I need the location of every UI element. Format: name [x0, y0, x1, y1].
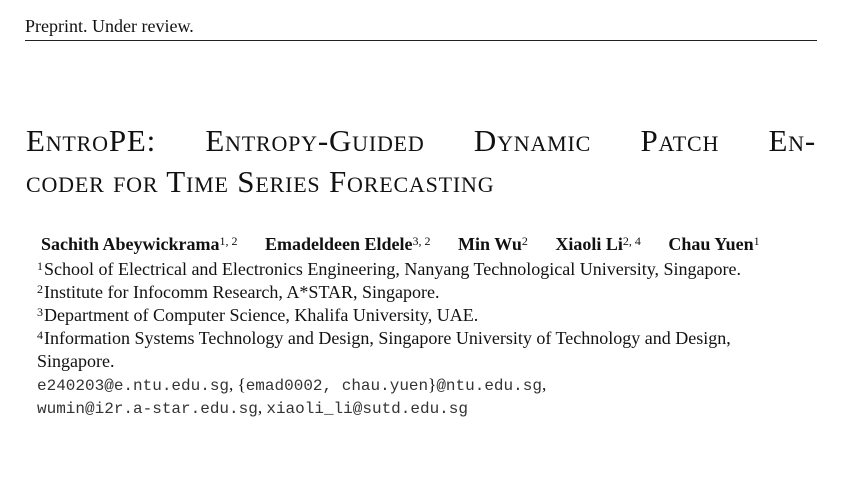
affiliation-number: 3 [37, 305, 43, 319]
affiliation: 3Department of Computer Science, Khalifa… [37, 304, 827, 327]
email-address[interactable]: xiaoli_li@sutd.edu.sg [266, 400, 468, 418]
author: Emadeldeen Eldele3, 2 [265, 233, 431, 255]
email-separator: , [541, 375, 547, 394]
author: Sachith Abeywickrama1, 2 [41, 233, 238, 255]
author-affiliation-mark: 2, 4 [622, 234, 641, 248]
email-address[interactable]: e240203@e.ntu.edu.sg [37, 377, 230, 395]
title-line-2: coder for Time Series Forecasting [26, 164, 495, 199]
affiliation: 4Information Systems Technology and Desi… [37, 327, 827, 350]
affiliation-text: Information Systems Technology and Desig… [44, 328, 731, 348]
email-line-2: wumin@i2r.a-star.edu.sg, xiaoli_li@sutd.… [37, 397, 827, 420]
author-name: Xiaoli Li [555, 234, 623, 254]
affiliation-number: 4 [37, 328, 43, 342]
title-line-1: EntroPE: Entropy-Guided Dynamic Patch En… [26, 123, 816, 158]
email-line-1: e240203@e.ntu.edu.sg, {emad0002, chau.yu… [37, 374, 827, 397]
author-affiliation-mark: 2 [521, 234, 528, 248]
author-list: Sachith Abeywickrama1, 2 Emadeldeen Elde… [41, 233, 831, 255]
affiliation-text: Institute for Infocomm Research, A*STAR,… [44, 282, 440, 302]
affiliation: 1School of Electrical and Electronics En… [37, 258, 827, 281]
affiliation-continuation: Singapore. [37, 351, 115, 371]
email-separator: , { [229, 375, 246, 394]
email-separator: , [257, 398, 267, 417]
affiliation-number: 2 [37, 282, 43, 296]
affiliation: 2Institute for Infocomm Research, A*STAR… [37, 281, 827, 304]
running-header: Preprint. Under review. [25, 16, 817, 41]
author-name: Min Wu [458, 234, 522, 254]
email-group-users[interactable]: emad0002, chau.yuen [245, 377, 429, 395]
affiliation-text: Department of Computer Science, Khalifa … [44, 305, 479, 325]
author-name: Chau Yuen [668, 234, 754, 254]
author: Xiaoli Li2, 4 [555, 233, 641, 255]
author-name: Sachith Abeywickrama [41, 234, 220, 254]
affiliation-list: 1School of Electrical and Electronics En… [37, 258, 827, 373]
affiliation-text: School of Electrical and Electronics Eng… [44, 259, 742, 279]
author-affiliation-mark: 1 [753, 234, 760, 248]
email-block: e240203@e.ntu.edu.sg, {emad0002, chau.yu… [37, 374, 827, 420]
author-affiliation-mark: 3, 2 [412, 234, 431, 248]
email-group-domain[interactable]: @ntu.edu.sg [436, 377, 542, 395]
email-address[interactable]: wumin@i2r.a-star.edu.sg [37, 400, 258, 418]
affiliation-number: 1 [37, 259, 43, 273]
author-affiliation-mark: 1, 2 [219, 234, 238, 248]
author: Chau Yuen1 [668, 233, 759, 255]
author: Min Wu2 [458, 233, 528, 255]
paper-title: EntroPE: Entropy-Guided Dynamic Patch En… [26, 120, 816, 202]
header-text: Preprint. Under review. [25, 16, 194, 36]
author-name: Emadeldeen Eldele [265, 234, 413, 254]
email-separator: } [428, 375, 437, 394]
